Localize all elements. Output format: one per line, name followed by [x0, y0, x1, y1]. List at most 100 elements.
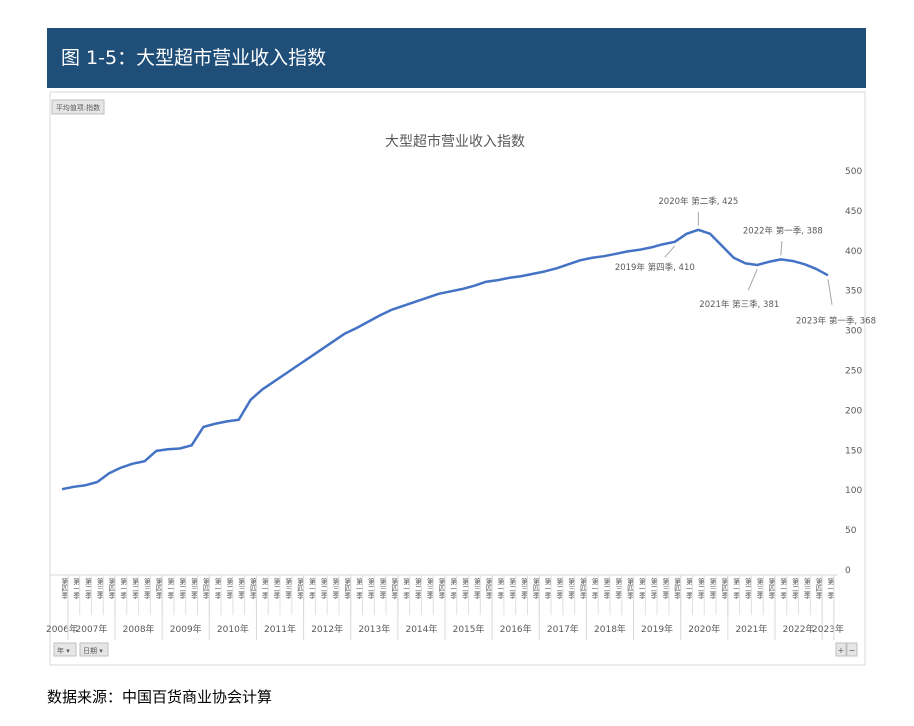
x-tick-label: 第二季	[179, 577, 187, 600]
header-title: 图 1-5：大型超市营业收入指数	[47, 28, 866, 88]
x-tick-label: 第四季	[250, 577, 258, 600]
data-label: 2021年 第三季, 381	[699, 299, 779, 310]
x-tick-label: 第四季	[674, 577, 682, 600]
x-tick-label: 第三季	[473, 577, 481, 600]
year-label: 2022年	[783, 623, 815, 635]
x-tick-label: 第一季	[686, 577, 694, 600]
zoom-button[interactable]	[846, 642, 858, 657]
x-tick-label: 第一季	[167, 577, 175, 600]
year-label: 2020年	[688, 623, 720, 635]
x-tick-label: 第一季	[403, 577, 411, 600]
field-button[interactable]	[51, 99, 105, 115]
x-tick-label: 第三季	[143, 577, 151, 600]
x-tick-label: 第一季	[308, 577, 316, 600]
year-label: 2019年	[641, 623, 673, 635]
x-tick-label: 第四季	[344, 577, 352, 600]
x-tick-label: 第一季	[591, 577, 599, 600]
x-tick-label: 第三季	[709, 577, 717, 600]
y-tick-label: 250	[845, 367, 862, 377]
leader-line	[827, 279, 833, 305]
chart-title: 大型超市营业收入指数	[385, 133, 525, 150]
x-tick-label: 第三季	[379, 577, 387, 600]
year-label: 2010年	[217, 623, 249, 635]
x-tick-label: 第四季	[391, 577, 399, 600]
x-tick-label: 第三季	[568, 577, 576, 600]
x-tick-label: 第一季	[214, 577, 222, 600]
y-tick-label: 200	[845, 406, 862, 416]
y-tick-label: 500	[845, 167, 862, 177]
y-tick-label: 100	[845, 486, 862, 496]
x-tick-label: 第一季	[827, 577, 835, 600]
year-label: 2015年	[453, 623, 485, 635]
data-label: 2020年 第二季, 425	[658, 196, 738, 207]
data-label: 2023年 第一季, 368	[796, 315, 876, 326]
x-tick-label: 第二季	[745, 577, 753, 600]
x-tick-label: 第二季	[132, 577, 140, 600]
zoom-button[interactable]	[835, 642, 847, 657]
data-line	[61, 228, 829, 491]
y-tick-label: 300	[845, 327, 862, 337]
x-tick-label: 第三季	[238, 577, 246, 600]
x-tick-label: 第四季	[768, 577, 776, 600]
x-tick-label: 第四季	[155, 577, 163, 600]
x-tick-label: 第一季	[261, 577, 269, 600]
x-tick-label: 第一季	[544, 577, 552, 600]
x-tick-label: 第二季	[462, 577, 470, 600]
x-tick-label: 第一季	[638, 577, 646, 600]
zoom-button-label: +	[838, 646, 845, 655]
x-tick-label: 第四季	[815, 577, 823, 600]
x-tick-label: 第三季	[521, 577, 529, 600]
x-tick-label: 第四季	[108, 577, 116, 600]
x-tick-label: 第四季	[61, 577, 69, 600]
leader-line	[664, 245, 676, 258]
year-label: 2011年	[264, 623, 296, 635]
x-tick-label: 第二季	[367, 577, 375, 600]
x-tick-label: 第四季	[627, 577, 635, 600]
source-note: 数据来源：中国百货商业协会计算	[47, 688, 273, 706]
y-tick-label: 350	[845, 287, 862, 297]
data-label: 2019年 第四季, 410	[615, 262, 695, 273]
x-tick-label: 第二季	[320, 577, 328, 600]
x-tick-label: 第三季	[756, 577, 764, 600]
x-tick-label: 第四季	[580, 577, 588, 600]
x-tick-label: 第三季	[426, 577, 434, 600]
year-label: 2016年	[500, 623, 532, 635]
chart-frame	[49, 91, 866, 666]
year-label: 2008年	[123, 623, 155, 635]
x-tick-label: 第一季	[780, 577, 788, 600]
year-label: 2014年	[405, 623, 437, 635]
year-label: 2007年	[76, 623, 108, 635]
x-tick-label: 第三季	[803, 577, 811, 600]
x-tick-label: 第一季	[450, 577, 458, 600]
filter-button-label: 日期 ▾	[83, 647, 103, 655]
y-tick-label: 0	[845, 566, 851, 576]
leader-line	[747, 268, 758, 291]
x-tick-label: 第二季	[415, 577, 423, 600]
year-label: 2017年	[547, 623, 579, 635]
year-label: 2013年	[358, 623, 390, 635]
x-tick-label: 第三季	[615, 577, 623, 600]
x-tick-label: 第一季	[73, 577, 81, 600]
year-label: 2006年	[46, 623, 78, 635]
x-tick-label: 第一季	[120, 577, 128, 600]
x-tick-label: 第三季	[191, 577, 199, 600]
x-tick-label: 第二季	[85, 577, 93, 600]
leader-line	[780, 241, 783, 256]
x-tick-label: 第二季	[509, 577, 517, 600]
y-tick-label: 400	[845, 247, 862, 257]
x-tick-label: 第三季	[662, 577, 670, 600]
x-tick-label: 第一季	[356, 577, 364, 600]
year-label: 2012年	[311, 623, 343, 635]
filter-button[interactable]	[53, 642, 77, 657]
year-label: 2021年	[735, 623, 767, 635]
x-tick-label: 第二季	[697, 577, 705, 600]
x-tick-label: 第四季	[532, 577, 540, 600]
x-tick-label: 第三季	[332, 577, 340, 600]
y-tick-label: 150	[845, 446, 862, 456]
chart: 平均值项:指数 大型超市营业收入指数 0 50 100 150 200 250 300 350…	[46, 91, 876, 666]
x-tick-label: 第三季	[285, 577, 293, 600]
field-button-label: 平均值项:指数	[56, 103, 100, 112]
x-tick-label: 第二季	[650, 577, 658, 600]
filter-button[interactable]	[79, 642, 109, 657]
year-label: 2009年	[170, 623, 202, 635]
